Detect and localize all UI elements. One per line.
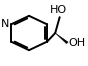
Text: OH: OH xyxy=(69,38,86,48)
Polygon shape xyxy=(55,33,68,44)
Text: N: N xyxy=(1,19,9,29)
Text: HO: HO xyxy=(50,4,67,15)
